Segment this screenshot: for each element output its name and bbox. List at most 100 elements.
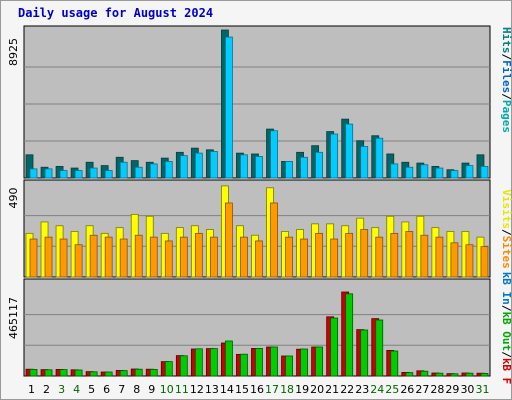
bar-files (59, 170, 68, 179)
day-label: 11 (175, 383, 189, 396)
chart-title: Daily usage for August 2024 (18, 6, 214, 20)
day-label: 16 (250, 383, 264, 396)
bar-kb-out (480, 373, 489, 377)
bar-hits (25, 154, 34, 179)
bar-files (89, 167, 98, 179)
bar-sites (465, 244, 474, 278)
bar-kb-out (345, 293, 354, 377)
bar-files (225, 36, 233, 179)
legend-bot: kB In/kB Out/kB F (500, 272, 512, 385)
legend-separator: / (500, 351, 512, 358)
bar-kb-out (450, 373, 459, 377)
bar-files (345, 123, 354, 179)
bar-files (330, 133, 339, 179)
day-label: 13 (205, 383, 219, 396)
bar-files (270, 130, 278, 179)
day-label: 24 (370, 383, 384, 396)
bar-kb-out (330, 317, 339, 377)
bar-kb-out (164, 361, 173, 377)
bar-sites (315, 232, 324, 278)
bar-sites (285, 236, 293, 278)
bar-kb-out (465, 372, 474, 377)
bar-sites (300, 238, 308, 278)
legend-files: Files (500, 60, 512, 93)
bar-sites (225, 202, 233, 278)
bar-sites (450, 242, 459, 278)
bar-kb-out (270, 346, 278, 377)
bar-sites (194, 232, 203, 278)
bar-kb-out (89, 371, 98, 377)
day-label: 30 (460, 383, 474, 396)
bar-kb-out (240, 353, 248, 377)
ymax-label: 8925 (7, 38, 20, 66)
bar-files (164, 161, 173, 179)
day-label: 19 (295, 383, 309, 396)
bar-sites (149, 236, 158, 278)
bar-kb-out (360, 329, 369, 377)
bar-kb-out (405, 372, 414, 377)
bar-sites (375, 236, 384, 278)
bar-files (465, 165, 474, 179)
bar-files (240, 154, 248, 179)
bar-sites (179, 236, 188, 278)
day-label: 25 (385, 383, 399, 396)
day-label: 4 (73, 383, 80, 396)
ymax-label: 490 (7, 188, 20, 209)
bar-sites (119, 238, 128, 278)
legend-visits: Visits (500, 189, 512, 229)
bar-kb-out (225, 340, 233, 377)
day-label: 23 (355, 383, 369, 396)
day-label: 14 (220, 383, 234, 396)
bar-kb-out (149, 369, 158, 377)
bar-files (104, 170, 113, 179)
day-label: 20 (310, 383, 324, 396)
bar-files (375, 137, 384, 179)
bar-sites (164, 240, 173, 278)
legend-mid: Visits/Sites (500, 189, 512, 269)
legend-separator: / (500, 54, 512, 61)
bar-files (119, 161, 128, 179)
bar-kb-out (390, 350, 399, 377)
bar-files (134, 166, 143, 179)
bar-kb-out (435, 372, 444, 377)
bar-kb-out (255, 348, 263, 377)
bar-kb-out (420, 370, 429, 377)
day-label: 31 (475, 383, 489, 396)
bar-kb-out (134, 368, 143, 377)
bar-sites (480, 246, 489, 278)
bar-files (300, 156, 308, 179)
day-label: 9 (148, 383, 155, 396)
bar-sites (360, 229, 369, 278)
day-label: 2 (43, 383, 50, 396)
day-label: 15 (235, 383, 249, 396)
legend-top: Hits/Files/Pages (500, 27, 512, 133)
bar-files (390, 163, 399, 179)
bar-kb-out (285, 355, 293, 377)
bar-files (149, 163, 158, 179)
bar-kb-out (375, 319, 384, 377)
bar-sites (104, 236, 113, 278)
ymax-label: 465117 (7, 297, 20, 339)
bar-files (194, 152, 203, 179)
day-label: 17 (265, 383, 279, 396)
legend-separator: / (500, 229, 512, 236)
legend-kb_f: kB F (500, 358, 512, 385)
bar-files (450, 170, 459, 179)
bar-sites (270, 202, 278, 278)
bar-sites (435, 236, 444, 278)
bar-files (435, 167, 444, 179)
day-label: 1 (28, 383, 35, 396)
day-label: 27 (415, 383, 429, 396)
bar-sites (209, 236, 218, 278)
bar-files (405, 166, 414, 179)
bar-sites (89, 234, 98, 278)
bar-sites (240, 236, 248, 278)
bar-kb-out (29, 369, 38, 377)
bar-kb-out (44, 369, 53, 377)
bar-kb-out (300, 348, 308, 377)
bar-sites (74, 244, 83, 278)
bar-kb-out (119, 370, 128, 377)
day-label: 3 (58, 383, 65, 396)
legend-pages: Pages (500, 100, 512, 133)
bar-files (420, 164, 429, 179)
